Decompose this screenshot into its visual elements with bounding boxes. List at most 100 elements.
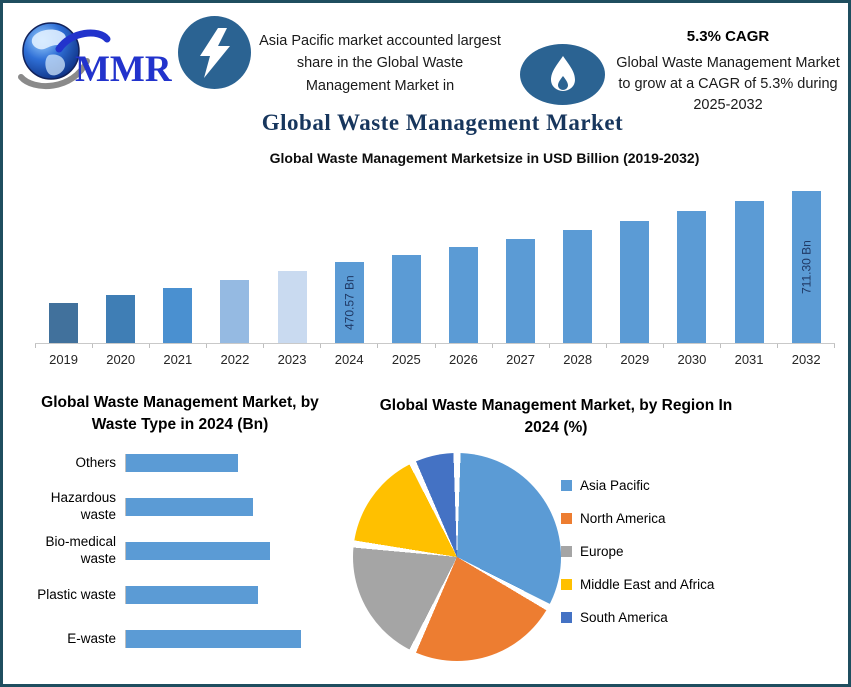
legend-marker-icon	[561, 546, 572, 557]
waste-label-4: E-waste	[67, 630, 116, 646]
cagr-headline: 5.3% CAGR	[686, 28, 770, 45]
x-label-2023: 2023	[277, 352, 307, 367]
mmr-logo: MMR	[15, 15, 175, 99]
waste-label-3: Plastic waste	[37, 586, 116, 602]
region-chart: Global Waste Management Market, by Regio…	[351, 377, 848, 684]
waste-type-chart: Global Waste Management Market, by Waste…	[3, 377, 351, 684]
legend-label-2: Europe	[580, 544, 624, 559]
waste-type-rows: Others Hazardous waste Bio-medical waste Pl…	[33, 441, 345, 661]
globe-icon: MMR	[18, 22, 173, 90]
axis-tick	[493, 344, 550, 348]
waste-bar-cell-0	[125, 454, 345, 472]
bar-column-2032: 711.30 Bn	[778, 171, 835, 343]
bar-2030	[677, 211, 707, 343]
x-label-2024: 2024	[334, 352, 364, 367]
fact-left-text: Asia Pacific market accounted largest sh…	[259, 33, 501, 94]
fact-right-block: 5.3% CAGR Global Waste Management Market…	[609, 28, 847, 116]
waste-type-chart-title: Global Waste Management Market, by Waste…	[41, 394, 319, 434]
legend-marker-icon	[561, 480, 572, 491]
x-label-2027: 2027	[506, 352, 536, 367]
axis-tick	[150, 344, 208, 348]
cagr-text: Global Waste Management Market to grow a…	[616, 55, 840, 114]
bar-column-2022	[206, 171, 263, 343]
bar-column-2028	[549, 171, 606, 343]
axis-tick	[36, 344, 94, 348]
legend-item-2: Europe	[561, 544, 714, 559]
bar-2022	[220, 280, 250, 343]
svg-text:MMR: MMR	[75, 49, 173, 90]
waste-label-0: Others	[75, 454, 116, 470]
axis-tick	[721, 344, 779, 348]
waste-row-2: Bio-medical waste	[33, 529, 345, 573]
waste-row-4: E-waste	[33, 617, 345, 661]
page-title: Global Waste Management Market	[261, 110, 624, 135]
legend-marker-icon	[561, 579, 572, 590]
legend-label-3: Middle East and Africa	[580, 577, 715, 592]
bar-2032: 711.30 Bn	[791, 191, 821, 343]
legend-item-4: South America	[561, 610, 714, 625]
bar-2024: 470.57 Bn	[334, 262, 364, 343]
bar-column-2026	[435, 171, 492, 343]
legend-label-0: Asia Pacific	[580, 478, 650, 493]
market-size-columns: 470.57 Bn 711.30 Bn	[35, 171, 835, 344]
region-legend: Asia Pacific North America Europe Middle Ea…	[561, 478, 715, 645]
region-pie	[353, 453, 561, 661]
bar-column-2021	[149, 171, 206, 343]
x-label-2032: 2032	[791, 352, 821, 367]
bar-2029	[620, 221, 650, 343]
legend-marker-icon	[561, 513, 572, 524]
bar-2026	[448, 247, 478, 343]
bar-2021	[163, 288, 193, 343]
axis-tick	[778, 344, 836, 348]
x-label-2026: 2026	[448, 352, 478, 367]
x-label-2019: 2019	[49, 352, 79, 367]
waste-row-3: Plastic waste	[33, 573, 345, 617]
x-axis-ticks	[35, 344, 836, 348]
waste-bar-3	[126, 586, 258, 604]
x-label-2030: 2030	[677, 352, 707, 367]
bar-column-2020	[92, 171, 149, 343]
axis-tick	[264, 344, 322, 348]
bar-2023	[277, 271, 307, 343]
x-label-2025: 2025	[391, 352, 421, 367]
x-label-2021: 2021	[163, 352, 193, 367]
legend-item-0: Asia Pacific	[561, 478, 714, 493]
bar-2019	[49, 303, 79, 343]
header: MMR Asia Pacific market accounted larges…	[3, 3, 848, 143]
bar-column-2031	[721, 171, 778, 343]
market-size-chart: Global Waste Management Marketsize in US…	[3, 143, 848, 377]
bar-column-2030	[663, 171, 720, 343]
waste-label-2: Bio-medical waste	[45, 534, 116, 566]
waste-bar-cell-1	[125, 498, 345, 516]
bar-column-2029	[606, 171, 663, 343]
legend-item-1: North America	[561, 511, 714, 526]
waste-label-1: Hazardous waste	[50, 490, 116, 522]
x-label-2031: 2031	[734, 352, 764, 367]
waste-bar-4	[126, 630, 301, 648]
region-chart-title: Global Waste Management Market, by Regio…	[379, 397, 733, 437]
x-label-2028: 2028	[563, 352, 593, 367]
bar-column-2023	[264, 171, 321, 343]
legend-item-3: Middle East and Africa	[561, 577, 715, 592]
x-axis-labels: 2019 2020 2021 2022 2023 2024 2025 2026 2027 2028…	[35, 348, 835, 367]
lightning-icon	[178, 16, 251, 89]
axis-tick	[550, 344, 607, 348]
axis-tick	[207, 344, 265, 348]
x-label-2029: 2029	[620, 352, 650, 367]
waste-bar-cell-4	[125, 630, 345, 648]
axis-tick	[93, 344, 151, 348]
waste-bar-1	[126, 498, 253, 516]
legend-label-4: South America	[580, 610, 668, 625]
bar-data-label-2024: 470.57 Bn	[342, 275, 357, 330]
axis-tick	[321, 344, 379, 348]
bar-column-2027	[492, 171, 549, 343]
waste-bar-2	[126, 542, 270, 560]
legend-marker-icon	[561, 612, 572, 623]
waste-bar-cell-3	[125, 586, 345, 604]
waste-bar-cell-2	[125, 542, 345, 560]
bar-column-2019	[35, 171, 92, 343]
bar-2020	[106, 295, 136, 343]
bar-column-2025	[378, 171, 435, 343]
market-size-plot: 470.57 Bn 711.30 Bn 2019 2020 2021 2022 2023 2…	[35, 171, 836, 367]
